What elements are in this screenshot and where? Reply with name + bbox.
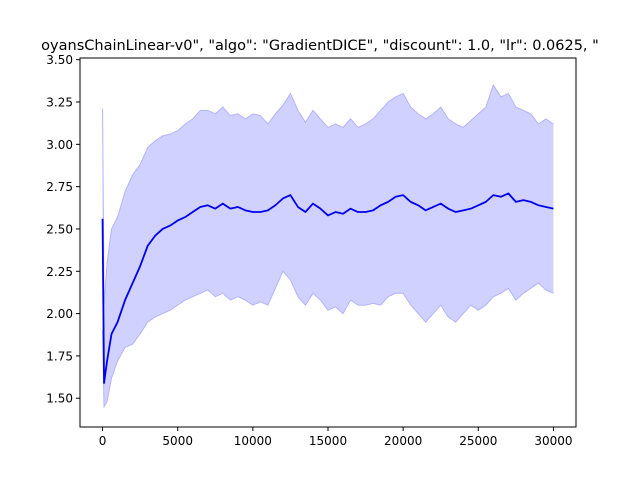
x-tick-label: 30000 bbox=[534, 434, 572, 448]
y-tick-label: 3.25 bbox=[46, 96, 73, 110]
x-axis: 0 5000 10000 15000 20000 25000 30000 bbox=[99, 427, 573, 448]
y-tick-label: 2.75 bbox=[46, 180, 73, 194]
x-tick-label: 10000 bbox=[234, 434, 272, 448]
mean-line-layer bbox=[101, 192, 554, 384]
x-tick-label: 5000 bbox=[162, 434, 193, 448]
x-tick-label: 15000 bbox=[309, 434, 347, 448]
y-axis: 1.50 1.75 2.00 2.25 2.50 2.75 3.00 3.25 3.50 bbox=[46, 53, 80, 406]
y-tick-label: 2.25 bbox=[46, 265, 73, 279]
y-tick-label: 3.00 bbox=[46, 138, 73, 152]
x-tick-label: 0 bbox=[99, 434, 107, 448]
band-upper-edge bbox=[102, 83, 554, 306]
y-tick-label: 2.50 bbox=[46, 222, 73, 236]
chart-title: oyansChainLinear-v0", "algo": "GradientD… bbox=[41, 38, 599, 54]
x-tick-label: 20000 bbox=[384, 434, 422, 448]
mean-line bbox=[101, 192, 554, 384]
y-tick-label: 2.00 bbox=[46, 307, 73, 321]
y-tick-label: 1.50 bbox=[46, 392, 73, 406]
x-tick-label: 25000 bbox=[459, 434, 497, 448]
y-tick-label: 1.75 bbox=[46, 349, 73, 363]
y-tick-label: 3.50 bbox=[46, 53, 73, 67]
std-band bbox=[102, 85, 554, 407]
band-lower-edge bbox=[102, 270, 554, 409]
std-band-layer bbox=[102, 83, 554, 409]
